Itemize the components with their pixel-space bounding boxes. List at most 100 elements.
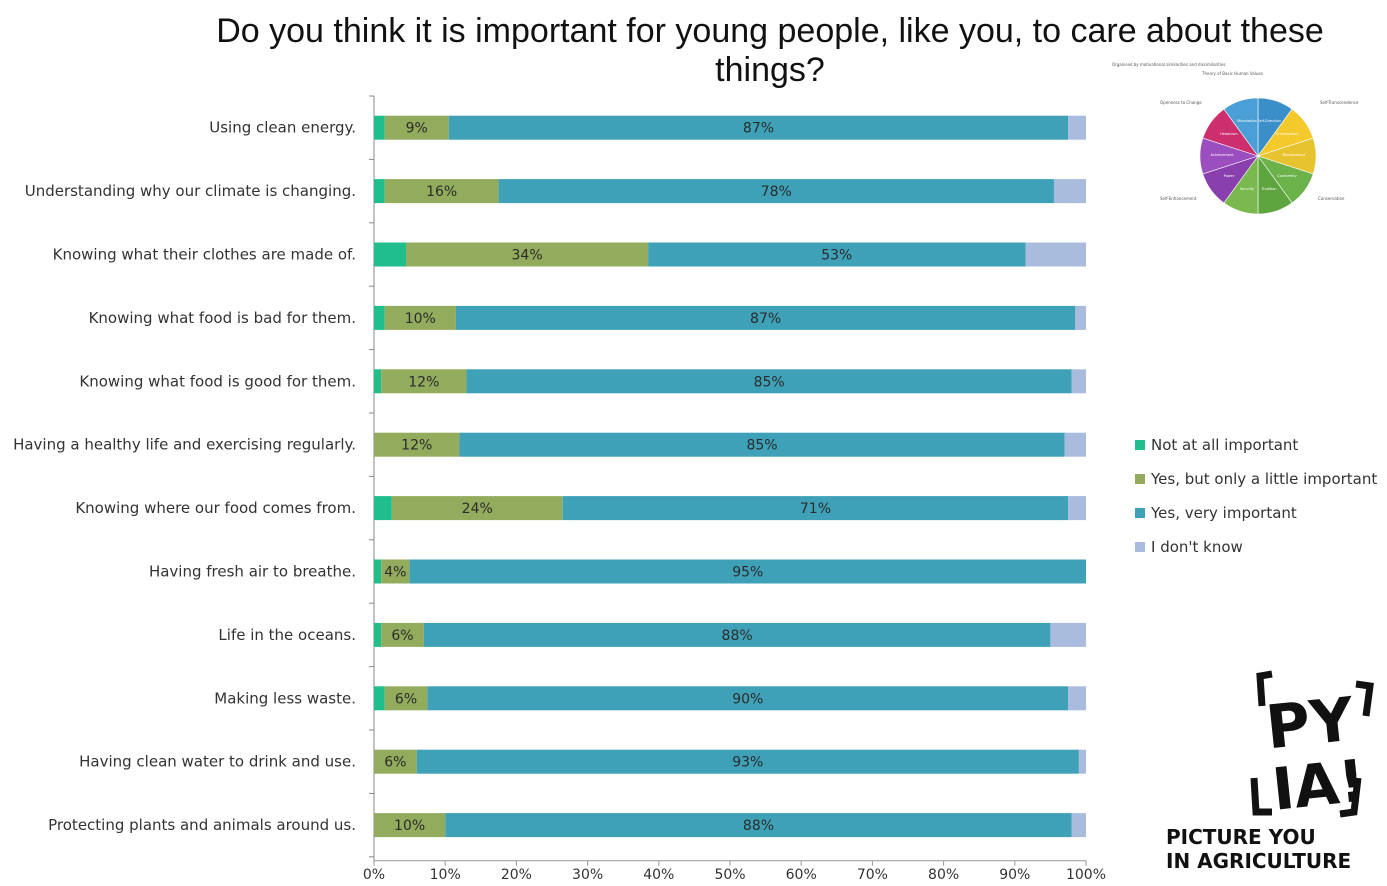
bar-segment (1068, 115, 1086, 140)
legend-label: I don't know (1151, 538, 1243, 556)
x-tick-label: 90% (999, 867, 1030, 883)
legend-swatch (1135, 440, 1145, 450)
category-label: Understanding why our climate is changin… (25, 182, 356, 200)
bar-segment (498, 179, 1054, 204)
legend-item: Yes, very important (1135, 496, 1377, 530)
bar-segment (1050, 622, 1086, 647)
bar-segment (1025, 242, 1086, 267)
bar-segment (384, 686, 428, 711)
data-label: 4% (384, 565, 406, 581)
data-label: 6% (395, 691, 417, 707)
bar-segment (374, 179, 385, 204)
wheel-slice-label: Power (1224, 174, 1235, 178)
category-label: Having fresh air to breathe. (149, 563, 356, 581)
legend-item: I don't know (1135, 530, 1377, 564)
legend-label: Yes, but only a little important (1151, 470, 1378, 488)
wheel-slice-label: Security (1240, 187, 1254, 191)
data-label: 88% (722, 628, 753, 644)
bar-segment (466, 369, 1072, 394)
category-label: Having a healthy life and exercising reg… (13, 436, 356, 454)
picture-you-in-agriculture-logo: PY IA! PICTURE YOU IN AGRICULTURE (1160, 662, 1380, 882)
bar-segment (1068, 686, 1086, 711)
x-tick-label: 40% (643, 867, 674, 883)
bar-segment (374, 369, 382, 394)
inset-caption: Organised by motivational similarities a… (1112, 62, 1226, 67)
data-label: 87% (750, 311, 781, 327)
bar-segment (374, 242, 407, 267)
bar-segment (384, 115, 449, 140)
bar-segment (374, 813, 446, 838)
x-tick-label: 50% (714, 867, 745, 883)
bar-segment (445, 813, 1072, 838)
data-label: 85% (754, 374, 785, 390)
inset-title: Theory of Basic Human Values (1201, 71, 1263, 76)
chart-legend: Not at all important Yes, but only a litt… (1135, 428, 1377, 564)
chart-title: Do you think it is important for young p… (216, 12, 1324, 89)
category-label: Having clean water to drink and use. (79, 753, 356, 771)
data-label: 93% (732, 755, 763, 771)
inset-quadrant-openness: Openness to Change (1160, 100, 1202, 105)
wheel-slice-label: Self-Direction (1257, 119, 1280, 123)
category-label: Using clean energy. (209, 119, 356, 137)
legend-label: Not at all important (1151, 436, 1299, 454)
logo-line-2: IN AGRICULTURE (1166, 849, 1351, 873)
bar-segment (416, 749, 1079, 774)
bar-segment (1078, 749, 1086, 774)
inset-wheel: Self-Direction Universalism Benevolence Con… (1199, 97, 1317, 215)
data-label: 88% (743, 818, 774, 834)
bar-segment (374, 686, 385, 711)
bar-segment (374, 496, 392, 521)
data-label: 12% (401, 438, 432, 454)
bar-segment (374, 749, 417, 774)
inset-quadrant-self-transcendence: Self-Transcendence (1320, 100, 1359, 105)
category-label: Protecting plants and animals around us. (48, 816, 356, 834)
x-tick-label: 20% (501, 867, 532, 883)
bar-segment (1071, 813, 1086, 838)
legend-swatch (1135, 508, 1145, 518)
wheel-slice-label: Achievement (1211, 153, 1235, 157)
legend-label: Yes, very important (1151, 504, 1297, 522)
category-label: Knowing what their clothes are made of. (53, 246, 356, 264)
bar-segment (1053, 179, 1086, 204)
bar-segment (1064, 432, 1086, 457)
data-label: 10% (405, 311, 436, 327)
logo-mark-top: PY (1263, 684, 1359, 763)
bar-segment (648, 242, 1026, 267)
bar-segment (1071, 369, 1086, 394)
legend-swatch (1135, 542, 1145, 552)
data-label: 9% (406, 121, 428, 137)
wheel-slice-label: Tradition (1261, 187, 1277, 191)
bar-segment (406, 242, 649, 267)
category-label: Life in the oceans. (218, 626, 356, 644)
category-label: Making less waste. (214, 689, 356, 707)
bar-segment (455, 305, 1076, 330)
data-label: 34% (512, 248, 543, 264)
bar-segment (427, 686, 1069, 711)
data-label: 6% (391, 628, 413, 644)
category-label: Knowing what food is good for them. (79, 372, 356, 390)
x-tick-label: 80% (928, 867, 959, 883)
bar-segment (374, 115, 385, 140)
bar-segment (391, 496, 563, 521)
wheel-slice-label: Benevolence (1283, 153, 1306, 157)
legend-item: Yes, but only a little important (1135, 462, 1377, 496)
legend-item: Not at all important (1135, 428, 1377, 462)
wheel-slice-label: Hedonism (1220, 132, 1238, 136)
category-label: Knowing where our food comes from. (75, 499, 356, 517)
data-label: 53% (821, 248, 852, 264)
bar-segment (1075, 305, 1086, 330)
bar-segment (562, 496, 1069, 521)
bar-segment (374, 559, 382, 584)
bar-segment (423, 622, 1051, 647)
bar-segment (381, 559, 410, 584)
bar-segment (374, 305, 385, 330)
bar-segment (374, 432, 460, 457)
x-tick-label: 60% (786, 867, 817, 883)
x-tick-label: 0% (363, 867, 385, 883)
bar-segment (384, 305, 456, 330)
wheel-slice (1223, 97, 1259, 157)
data-label: 24% (462, 501, 493, 517)
bar-segment (384, 179, 499, 204)
logo-mark: PY IA! PICTURE YOU IN AGRICULTURE (1166, 670, 1374, 873)
